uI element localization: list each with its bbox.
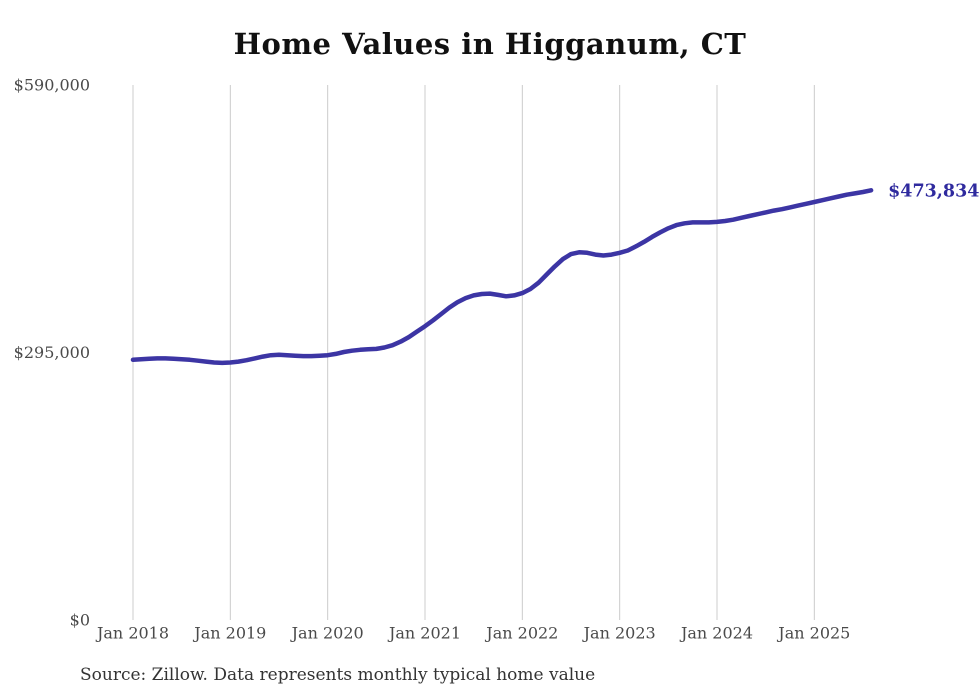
home-value-line xyxy=(130,188,874,366)
source-note: Source: Zillow. Data represents monthly … xyxy=(80,665,596,685)
x-tick-label: Jan 2019 xyxy=(192,624,266,643)
chart-title: Home Values in Higganum, CT xyxy=(233,27,747,61)
x-tick-label: Jan 2023 xyxy=(582,624,656,643)
x-tick-label: Jan 2021 xyxy=(387,624,461,643)
x-tick-label: Jan 2022 xyxy=(484,624,558,643)
gridlines xyxy=(132,85,815,620)
y-tick-label: $0 xyxy=(70,611,90,630)
x-tick-label: Jan 2025 xyxy=(776,624,850,643)
x-axis-labels: Jan 2018 Jan 2019 Jan 2020 Jan 2021 Jan 2022… xyxy=(95,624,850,643)
x-tick-label: Jan 2024 xyxy=(679,624,753,643)
y-tick-label: $295,000 xyxy=(14,343,90,362)
x-tick-label: Jan 2018 xyxy=(95,624,169,643)
y-axis-labels: $0 $295,000 $590,000 xyxy=(14,76,90,630)
end-value-label: $473,834 xyxy=(888,181,979,201)
y-tick-label: $590,000 xyxy=(14,76,90,95)
x-tick-label: Jan 2020 xyxy=(290,624,364,643)
